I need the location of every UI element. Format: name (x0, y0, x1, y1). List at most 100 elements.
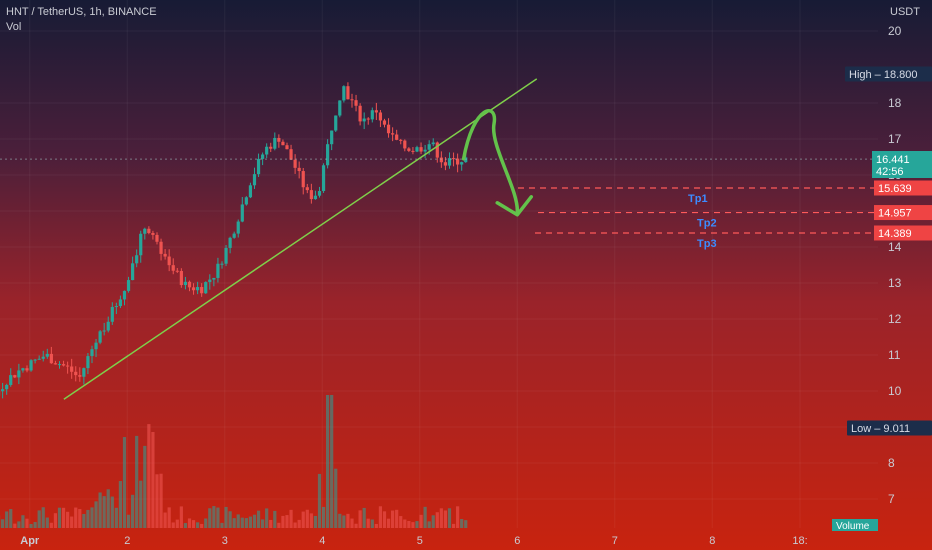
candle-body (399, 139, 403, 141)
volume-bar (5, 511, 9, 528)
volume-bar (70, 516, 74, 528)
target-label-tp2: Tp2 (697, 218, 717, 230)
volume-bar (419, 514, 423, 528)
volume-bar (78, 509, 82, 528)
volume-bar (362, 507, 366, 528)
current-price-value: 16.441 (876, 154, 910, 166)
volume-bar (354, 523, 358, 528)
candle-body (191, 287, 196, 291)
candle-body (200, 287, 204, 294)
candle-body (407, 148, 411, 151)
candle-body (366, 118, 370, 120)
candle-body (403, 140, 407, 149)
volume-bar (74, 507, 78, 528)
candle-body (212, 277, 216, 280)
volume-bar (9, 509, 13, 528)
candle-body (204, 282, 208, 294)
candle-body (378, 112, 383, 121)
candle-body (139, 233, 143, 256)
time-tick: Apr (20, 535, 40, 547)
price-tick: 18 (888, 96, 902, 110)
candles (0, 82, 468, 399)
target-price-value: 15.639 (878, 183, 912, 195)
high-label: High – 18.800 (849, 69, 918, 81)
volume-bar (33, 522, 37, 528)
volume-bar (183, 523, 188, 528)
candle-body (431, 142, 435, 145)
volume-tag-bg (832, 519, 878, 531)
volume-bar (126, 514, 131, 528)
candle-body (460, 162, 464, 165)
projection-arrowhead (495, 195, 533, 217)
price-tick: 8 (888, 456, 895, 470)
volume-bar (338, 513, 342, 528)
candle-body (281, 141, 285, 146)
candle-body (273, 137, 277, 149)
candle-body (386, 124, 391, 134)
volume-bar (423, 506, 427, 528)
candle-body (313, 195, 318, 200)
volume-bar (49, 522, 53, 528)
grid (0, 0, 878, 528)
candle-body (9, 375, 13, 385)
candle-body (382, 120, 387, 125)
candle-body (419, 147, 423, 152)
volume-bar (330, 395, 334, 528)
volume-bar (378, 506, 383, 528)
price-tick: 12 (888, 312, 902, 326)
candle-body (265, 146, 269, 155)
candle-body (61, 364, 66, 366)
candle-body (451, 158, 456, 160)
projection-arrow (461, 109, 520, 215)
candle-body (131, 263, 135, 281)
candle-body (228, 237, 232, 248)
volume-bar (139, 480, 143, 528)
candle-body (427, 144, 431, 150)
volume-bar (399, 516, 403, 528)
volume-bar (358, 510, 362, 528)
volume-bar (460, 518, 464, 528)
volume-bar (13, 523, 17, 528)
candle-body (248, 185, 253, 198)
volume-bar (37, 510, 41, 528)
time-tick: 4 (319, 535, 325, 547)
volume-bar (25, 518, 29, 528)
candle-body (236, 221, 240, 234)
volume-bar (374, 523, 378, 528)
volume-bar (114, 507, 118, 528)
volume-bar (256, 510, 261, 528)
countdown: 42:56 (876, 166, 904, 178)
price-tick: 17 (888, 132, 902, 146)
volume-bar (57, 507, 62, 528)
volume-bar (191, 520, 196, 528)
candle-body (374, 110, 378, 113)
volume-bars (0, 395, 468, 528)
candle-body (435, 142, 439, 158)
volume-bar (86, 509, 90, 528)
volume-bar (411, 522, 415, 528)
time-axis: 31Apr234567818: (20, 535, 807, 547)
time-tick: 8 (709, 535, 715, 547)
volume-bar (350, 518, 354, 528)
volume-bar (159, 473, 163, 528)
candle-body (187, 281, 192, 288)
candle-body (220, 263, 224, 265)
candle-body (269, 146, 273, 149)
candle-body (391, 133, 395, 135)
volume-bar (321, 506, 326, 528)
volume-bar (447, 508, 452, 528)
candle-body (362, 118, 366, 122)
volume-bar (41, 507, 45, 528)
candle-body (256, 158, 261, 175)
candle-body (338, 100, 342, 116)
candle-body (49, 353, 53, 364)
candle-body (244, 197, 248, 205)
volume-bar (98, 492, 102, 528)
volume-bar (293, 522, 297, 528)
volume-bar (208, 508, 212, 528)
candle-body (155, 234, 159, 242)
volume-bar (244, 518, 248, 528)
volume-bar (110, 496, 114, 528)
